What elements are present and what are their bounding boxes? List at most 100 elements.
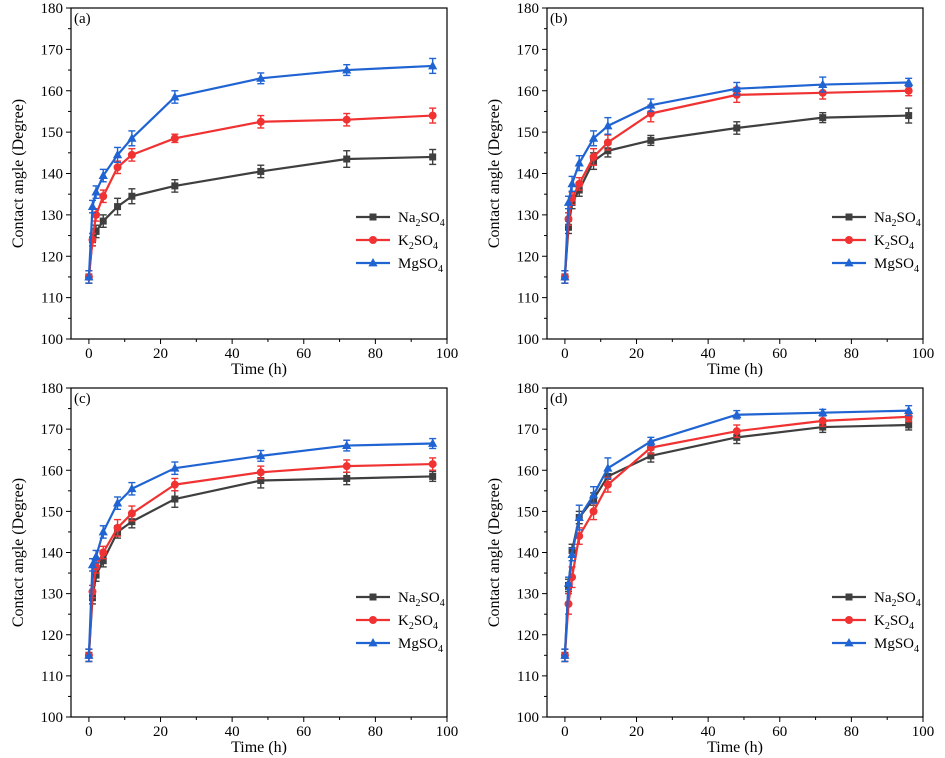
series-line bbox=[87, 114, 433, 278]
series-line bbox=[87, 442, 433, 656]
y-tick-label: 140 bbox=[517, 167, 540, 183]
data-point bbox=[604, 147, 612, 155]
data-point bbox=[128, 518, 136, 526]
legend-label: MgSO4 bbox=[398, 256, 443, 275]
legend-item: MgSO4 bbox=[356, 636, 443, 655]
x-tick-label: 20 bbox=[153, 346, 168, 362]
data-point bbox=[170, 91, 180, 101]
legend-marker bbox=[369, 236, 377, 244]
data-point bbox=[99, 192, 108, 201]
legend-label: K2SO4 bbox=[398, 613, 438, 632]
legend-label: Na2SO4 bbox=[398, 210, 445, 229]
legend-item: K2SO4 bbox=[832, 613, 914, 632]
data-point bbox=[563, 197, 574, 206]
data-point bbox=[256, 450, 266, 460]
data-point bbox=[733, 124, 741, 132]
legend-subscript: 4 bbox=[916, 598, 921, 609]
y-tick-label: 130 bbox=[41, 208, 64, 224]
data-point bbox=[127, 483, 137, 493]
y-tick-label: 160 bbox=[517, 463, 540, 479]
data-point bbox=[257, 477, 265, 485]
legend-subscript: 4 bbox=[438, 264, 443, 275]
x-tick-label: 60 bbox=[772, 346, 787, 362]
data-point bbox=[818, 416, 827, 425]
y-tick-label: 150 bbox=[517, 504, 540, 520]
y-tick-label: 170 bbox=[41, 422, 64, 438]
panel-b: 0 20 40 60 80 100 100 110 120 130 140 150 160 170 180 T… bbox=[486, 1, 934, 378]
data-point bbox=[98, 526, 108, 536]
legend-text-part: K bbox=[398, 613, 409, 629]
legend-text-part: K bbox=[398, 233, 409, 249]
data-point bbox=[98, 170, 108, 179]
legend-text-part: SO bbox=[421, 210, 440, 226]
x-tick-label: 60 bbox=[296, 724, 311, 740]
legend-subscript: 4 bbox=[440, 218, 445, 229]
series-k2so4 bbox=[560, 85, 913, 284]
y-tick-label: 160 bbox=[41, 463, 64, 479]
y-tick-label: 110 bbox=[517, 669, 539, 685]
legend-text-part: SO bbox=[414, 613, 433, 629]
panel-label-d: (d) bbox=[550, 391, 568, 407]
legend-label: MgSO4 bbox=[874, 256, 919, 275]
y-tick-label: 180 bbox=[41, 381, 64, 397]
legend-text-part: Na bbox=[398, 210, 416, 226]
data-point bbox=[342, 65, 352, 74]
x-tick-label: 0 bbox=[561, 346, 569, 362]
y-tick-label: 130 bbox=[517, 587, 540, 603]
legend-label: Na2SO4 bbox=[874, 590, 921, 609]
y-tick-label: 120 bbox=[41, 249, 64, 265]
legend-subscript: 4 bbox=[916, 218, 921, 229]
y-tick-label: 110 bbox=[41, 291, 63, 307]
legend-marker bbox=[845, 236, 853, 244]
legend-marker bbox=[845, 616, 853, 624]
data-point bbox=[905, 112, 913, 120]
legend-subscript: 2 bbox=[409, 241, 414, 252]
legend-marker bbox=[844, 258, 854, 267]
legend-text-part: Na bbox=[874, 210, 892, 226]
data-point bbox=[92, 227, 100, 235]
y-tick-label: 140 bbox=[517, 546, 540, 562]
y-tick-label: 100 bbox=[517, 710, 540, 726]
legend-text-part: SO bbox=[897, 590, 916, 606]
y-tick-label: 100 bbox=[517, 332, 540, 348]
legend-label: Na2SO4 bbox=[874, 210, 921, 229]
data-point bbox=[647, 452, 655, 460]
x-tick-label: 80 bbox=[844, 346, 859, 362]
legend-label: K2SO4 bbox=[398, 233, 438, 252]
series-mgso4 bbox=[560, 404, 914, 663]
data-point bbox=[92, 571, 100, 579]
data-point bbox=[589, 507, 598, 516]
data-point bbox=[904, 77, 914, 86]
legend-label: Na2SO4 bbox=[398, 590, 445, 609]
y-tick-label: 140 bbox=[41, 167, 64, 183]
y-axis-title: Contact angle (Degree) bbox=[486, 99, 503, 248]
data-point bbox=[563, 578, 574, 587]
y-tick-label: 120 bbox=[517, 249, 540, 265]
data-point bbox=[428, 438, 438, 447]
data-point bbox=[567, 549, 577, 558]
series-mgso4 bbox=[84, 437, 438, 663]
legend-text-part: SO bbox=[414, 233, 433, 249]
series-line bbox=[563, 415, 909, 656]
x-tick-label: 40 bbox=[701, 346, 716, 362]
legend-text-part: SO bbox=[897, 210, 916, 226]
y-tick-label: 130 bbox=[41, 587, 64, 603]
data-point bbox=[113, 523, 122, 532]
data-point bbox=[603, 463, 613, 472]
legend-text-part: MgSO bbox=[874, 636, 914, 652]
data-point bbox=[603, 480, 612, 489]
x-tick-label: 0 bbox=[85, 346, 93, 362]
data-point bbox=[818, 79, 828, 88]
legend-marker bbox=[844, 638, 854, 647]
series-line bbox=[87, 462, 433, 656]
data-point bbox=[819, 114, 827, 122]
data-point bbox=[256, 468, 265, 477]
legend-label: MgSO4 bbox=[874, 636, 919, 655]
data-point bbox=[575, 179, 584, 188]
legend-subscript: 4 bbox=[440, 598, 445, 609]
data-point bbox=[428, 60, 438, 70]
series-line bbox=[87, 155, 433, 278]
legend-subscript: 2 bbox=[409, 621, 414, 632]
